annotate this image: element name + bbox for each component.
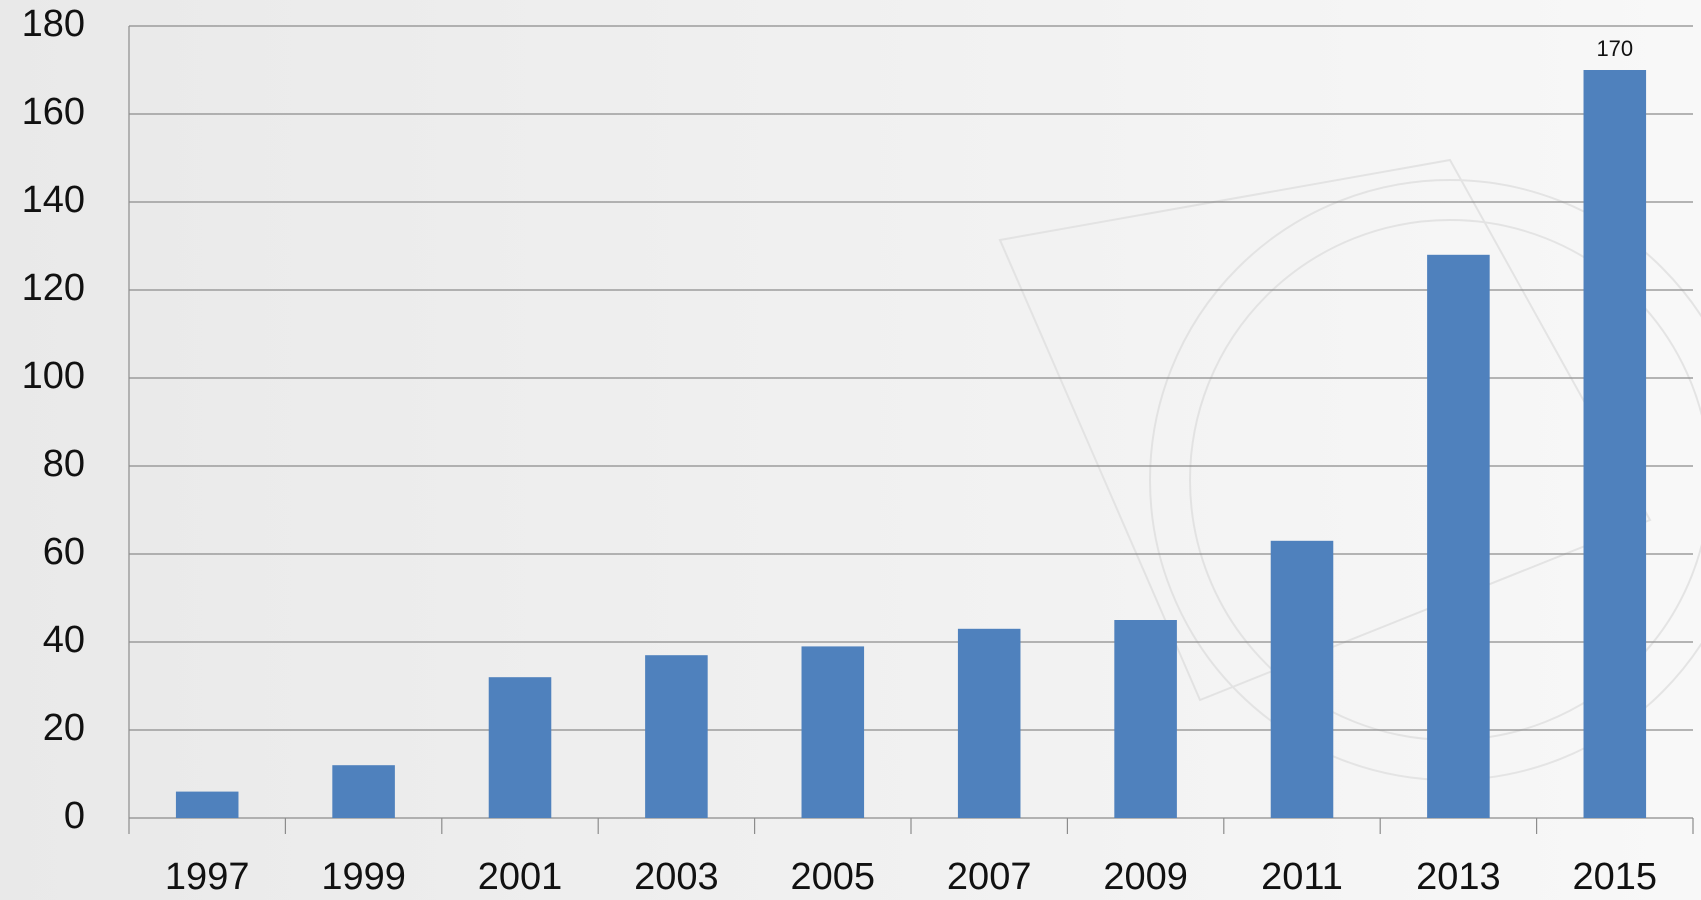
bar (1114, 620, 1177, 818)
bar (332, 765, 395, 818)
value-label: 170 (1596, 36, 1633, 61)
y-tick-label: 100 (22, 355, 85, 397)
x-tick-label: 1997 (165, 856, 250, 898)
y-tick-label: 180 (22, 3, 85, 45)
bar (176, 792, 239, 818)
x-tick-label: 2001 (478, 856, 563, 898)
y-tick-label: 40 (43, 619, 85, 661)
chart: 0 20 40 60 80 100 120 140 160 180 1997 1999 2001 2003… (0, 0, 1701, 900)
y-tick-label: 60 (43, 531, 85, 573)
x-tick-label: 2015 (1573, 856, 1658, 898)
page: {"chart_data": {"type": "bar", "categori… (0, 0, 1701, 900)
y-tick-label: 140 (22, 179, 85, 221)
bar (489, 677, 552, 818)
x-tick-label: 2011 (1261, 856, 1343, 898)
bar (1584, 70, 1647, 818)
bar (802, 646, 865, 818)
x-tick-label: 2009 (1103, 856, 1188, 898)
x-tick-label: 2013 (1416, 856, 1501, 898)
y-tick-label: 160 (22, 91, 85, 133)
x-tick-label: 1999 (321, 856, 406, 898)
y-tick-label: 120 (22, 267, 85, 309)
y-tick-label: 80 (43, 443, 85, 485)
bar (1271, 541, 1334, 818)
x-tick-label: 2007 (947, 856, 1032, 898)
y-tick-label: 0 (64, 795, 85, 837)
x-tick-label: 2005 (791, 856, 876, 898)
bar (645, 655, 708, 818)
bar (1427, 255, 1490, 818)
y-tick-label: 20 (43, 707, 85, 749)
x-tick-label: 2003 (634, 856, 719, 898)
bar (958, 629, 1021, 818)
